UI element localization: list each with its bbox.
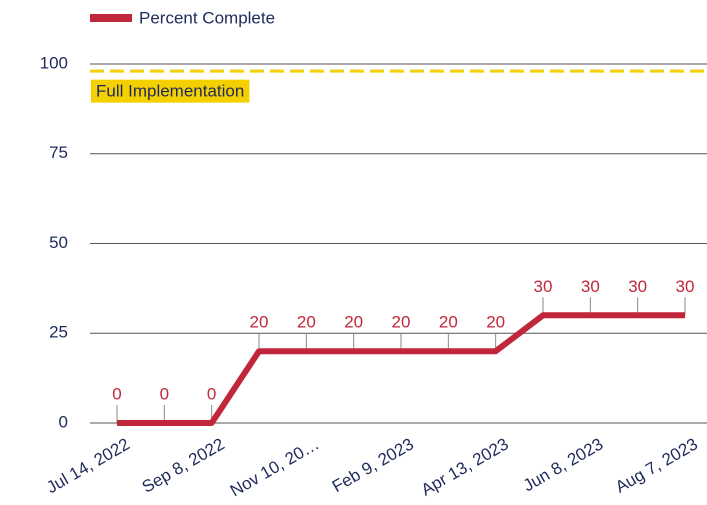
x-tick-label: Sep 8, 2022: [139, 434, 228, 496]
x-tick-label: Nov 10, 20…: [227, 434, 322, 500]
y-tick-label: 100: [40, 53, 68, 72]
data-label: 20: [439, 313, 458, 332]
data-label: 0: [207, 384, 216, 403]
data-label: 20: [250, 313, 269, 332]
legend: Percent Complete: [90, 8, 275, 27]
data-label: 30: [628, 277, 647, 296]
data-label: 0: [160, 384, 169, 403]
x-tick-label: Feb 9, 2023: [329, 434, 417, 496]
data-label: 20: [297, 313, 316, 332]
line: [117, 312, 685, 426]
x-tick-label: Jul 14, 2022: [43, 434, 133, 497]
reference-label: Full Implementation: [96, 82, 244, 101]
data-label: 20: [486, 313, 505, 332]
y-tick-label: 0: [59, 412, 68, 431]
data-label: 20: [392, 313, 411, 332]
reference-label-bg: [91, 79, 250, 103]
data-label: 0: [112, 384, 121, 403]
data-label: 30: [676, 277, 695, 296]
x-tick-label: Jun 8, 2023: [520, 434, 606, 495]
y-tick-label: 50: [49, 233, 68, 252]
legend-label: Percent Complete: [139, 8, 275, 27]
data-label: 30: [534, 277, 553, 296]
data-label: 20: [344, 313, 363, 332]
data-label: 30: [581, 277, 600, 296]
y-tick-label: 25: [49, 323, 68, 342]
x-tick-label: Aug 7, 2023: [612, 434, 701, 496]
x-tick-label: Apr 13, 2023: [418, 434, 512, 499]
legend-swatch: [90, 14, 132, 22]
y-tick-label: 75: [49, 143, 68, 162]
